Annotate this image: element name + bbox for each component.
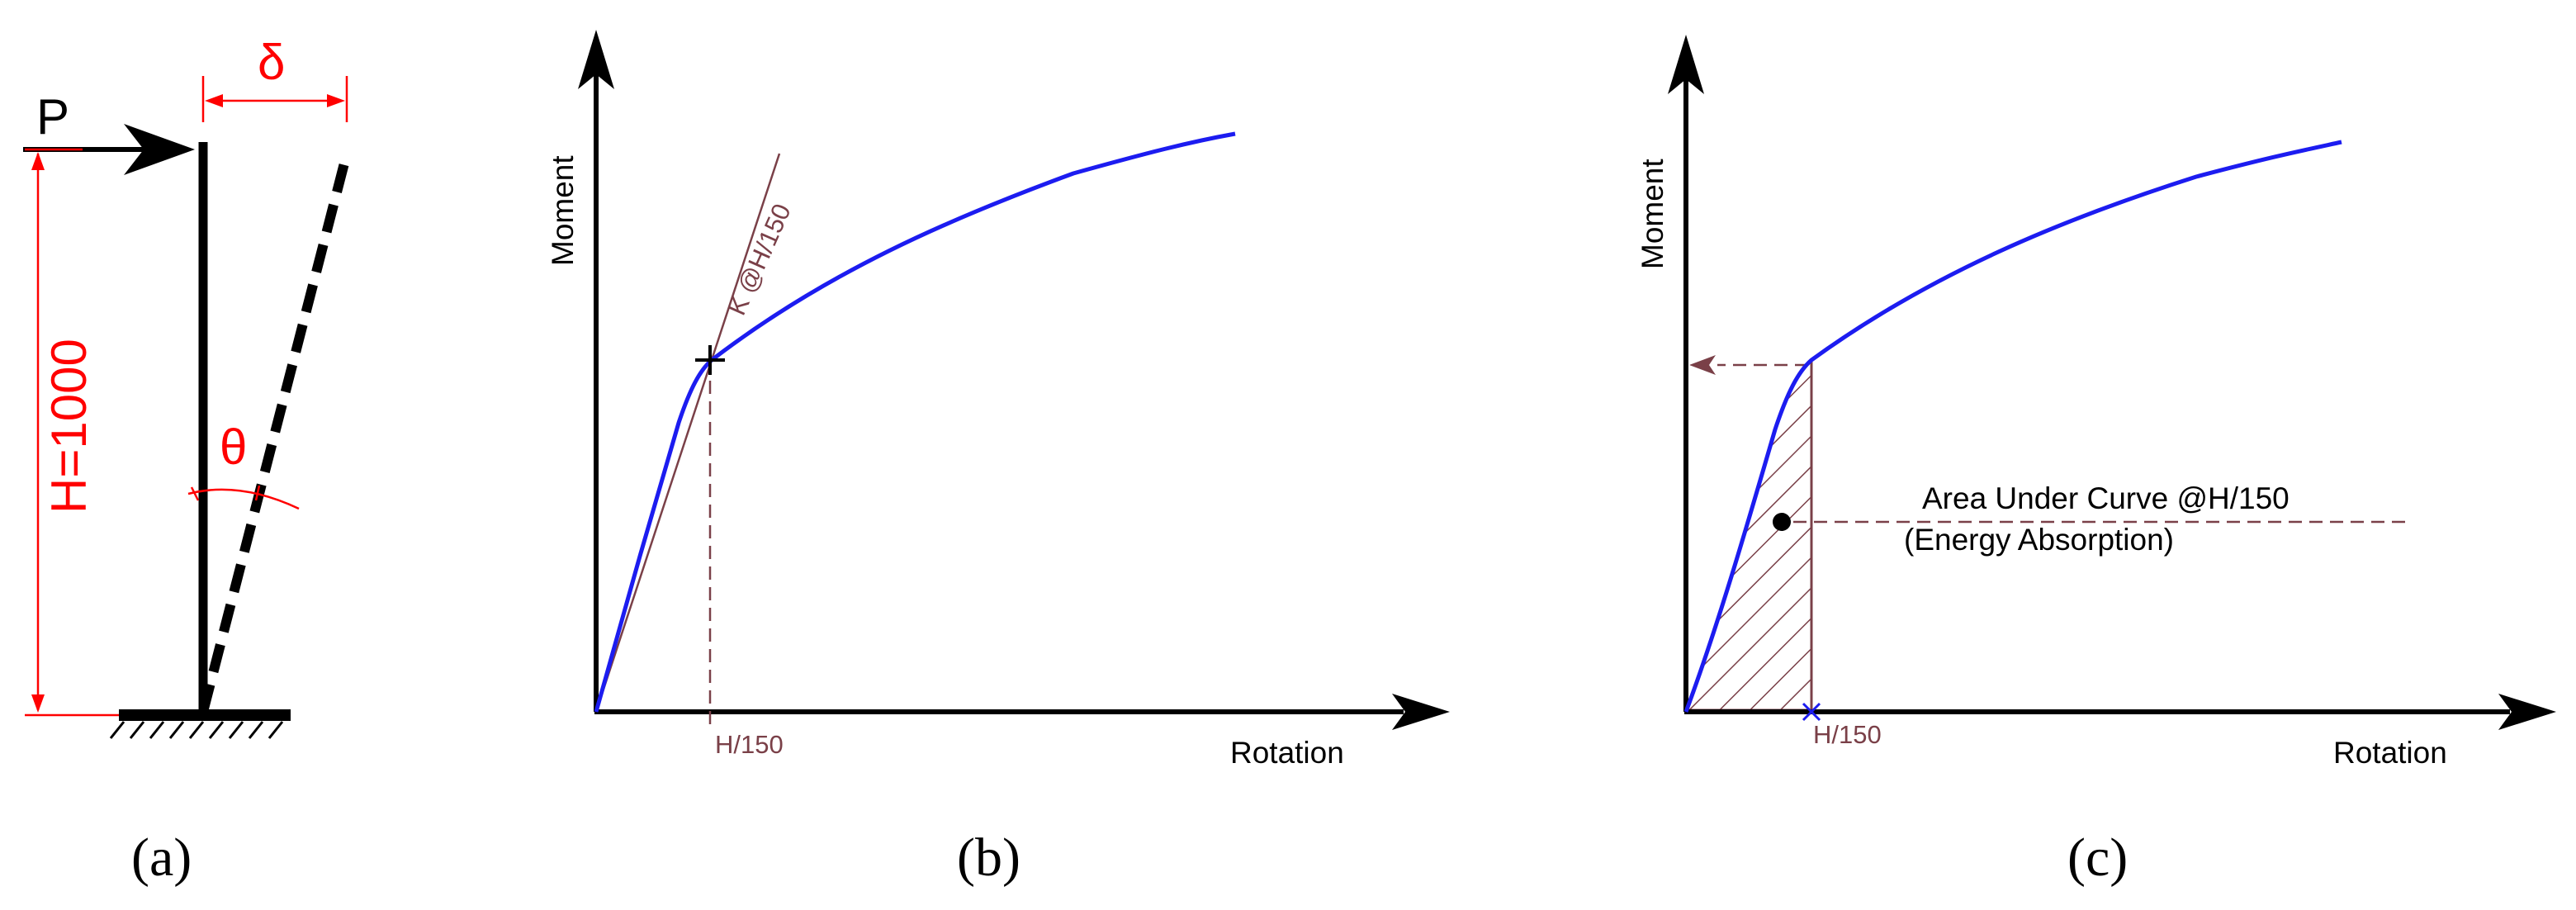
drift-label: H/150 [715, 730, 784, 759]
deflection-arrow-right [327, 94, 345, 107]
y-axis-arrow [578, 30, 614, 89]
rotation-tick-right [254, 485, 261, 501]
x-axis-arrow [2498, 694, 2556, 730]
load-arrow-head [124, 124, 195, 175]
panel-b-moment-rotation: Moment Rotation K @H/150 H/150 (b) [546, 30, 1450, 888]
panel-c-label: (c) [2067, 827, 2128, 888]
x-axis-arrow [1392, 694, 1450, 730]
rotation-arc [187, 488, 300, 510]
panel-b-label: (b) [957, 827, 1020, 888]
height-dimension [25, 148, 119, 717]
drift-label: H/150 [1813, 720, 1882, 749]
y-axis-label: Moment [546, 155, 580, 266]
deflection-arrow-left [205, 94, 223, 107]
moment-rotation-curve [594, 131, 1236, 713]
x-axis-label: Rotation [2333, 736, 2447, 770]
load-label: P [36, 89, 69, 145]
secant-stiffness-line [594, 153, 781, 713]
rotation-tick-left [190, 486, 200, 501]
deflected-column-line [198, 152, 352, 713]
ground-hatching [109, 721, 284, 739]
deflection-label: δ [258, 35, 285, 90]
x-axis-label: Rotation [1230, 736, 1344, 770]
deflection-dimension [201, 76, 348, 122]
angle-label: θ [220, 419, 247, 475]
panel-c-energy-absorption: Moment Rotation Area Under Curve @H/150 … [1636, 35, 2556, 888]
panel-a-column-diagram: P δ H=1000 θ (a) [23, 35, 352, 888]
moment-rotation-curve [1683, 140, 2342, 713]
area-label: Area Under Curve @H/150 [1922, 481, 2290, 515]
y-axis-arrow [1668, 35, 1704, 94]
height-arrow-bottom [31, 694, 45, 713]
panel-a-label: (a) [131, 827, 192, 888]
height-label: H=1000 [41, 339, 97, 514]
moment-projection-arrow [1689, 355, 1716, 375]
y-axis-label: Moment [1636, 159, 1669, 269]
centroid-marker [1773, 513, 1791, 531]
energy-label: (Energy Absorption) [1904, 523, 2174, 557]
drift-marker-b [1802, 702, 1821, 722]
height-arrow-top [31, 152, 45, 170]
